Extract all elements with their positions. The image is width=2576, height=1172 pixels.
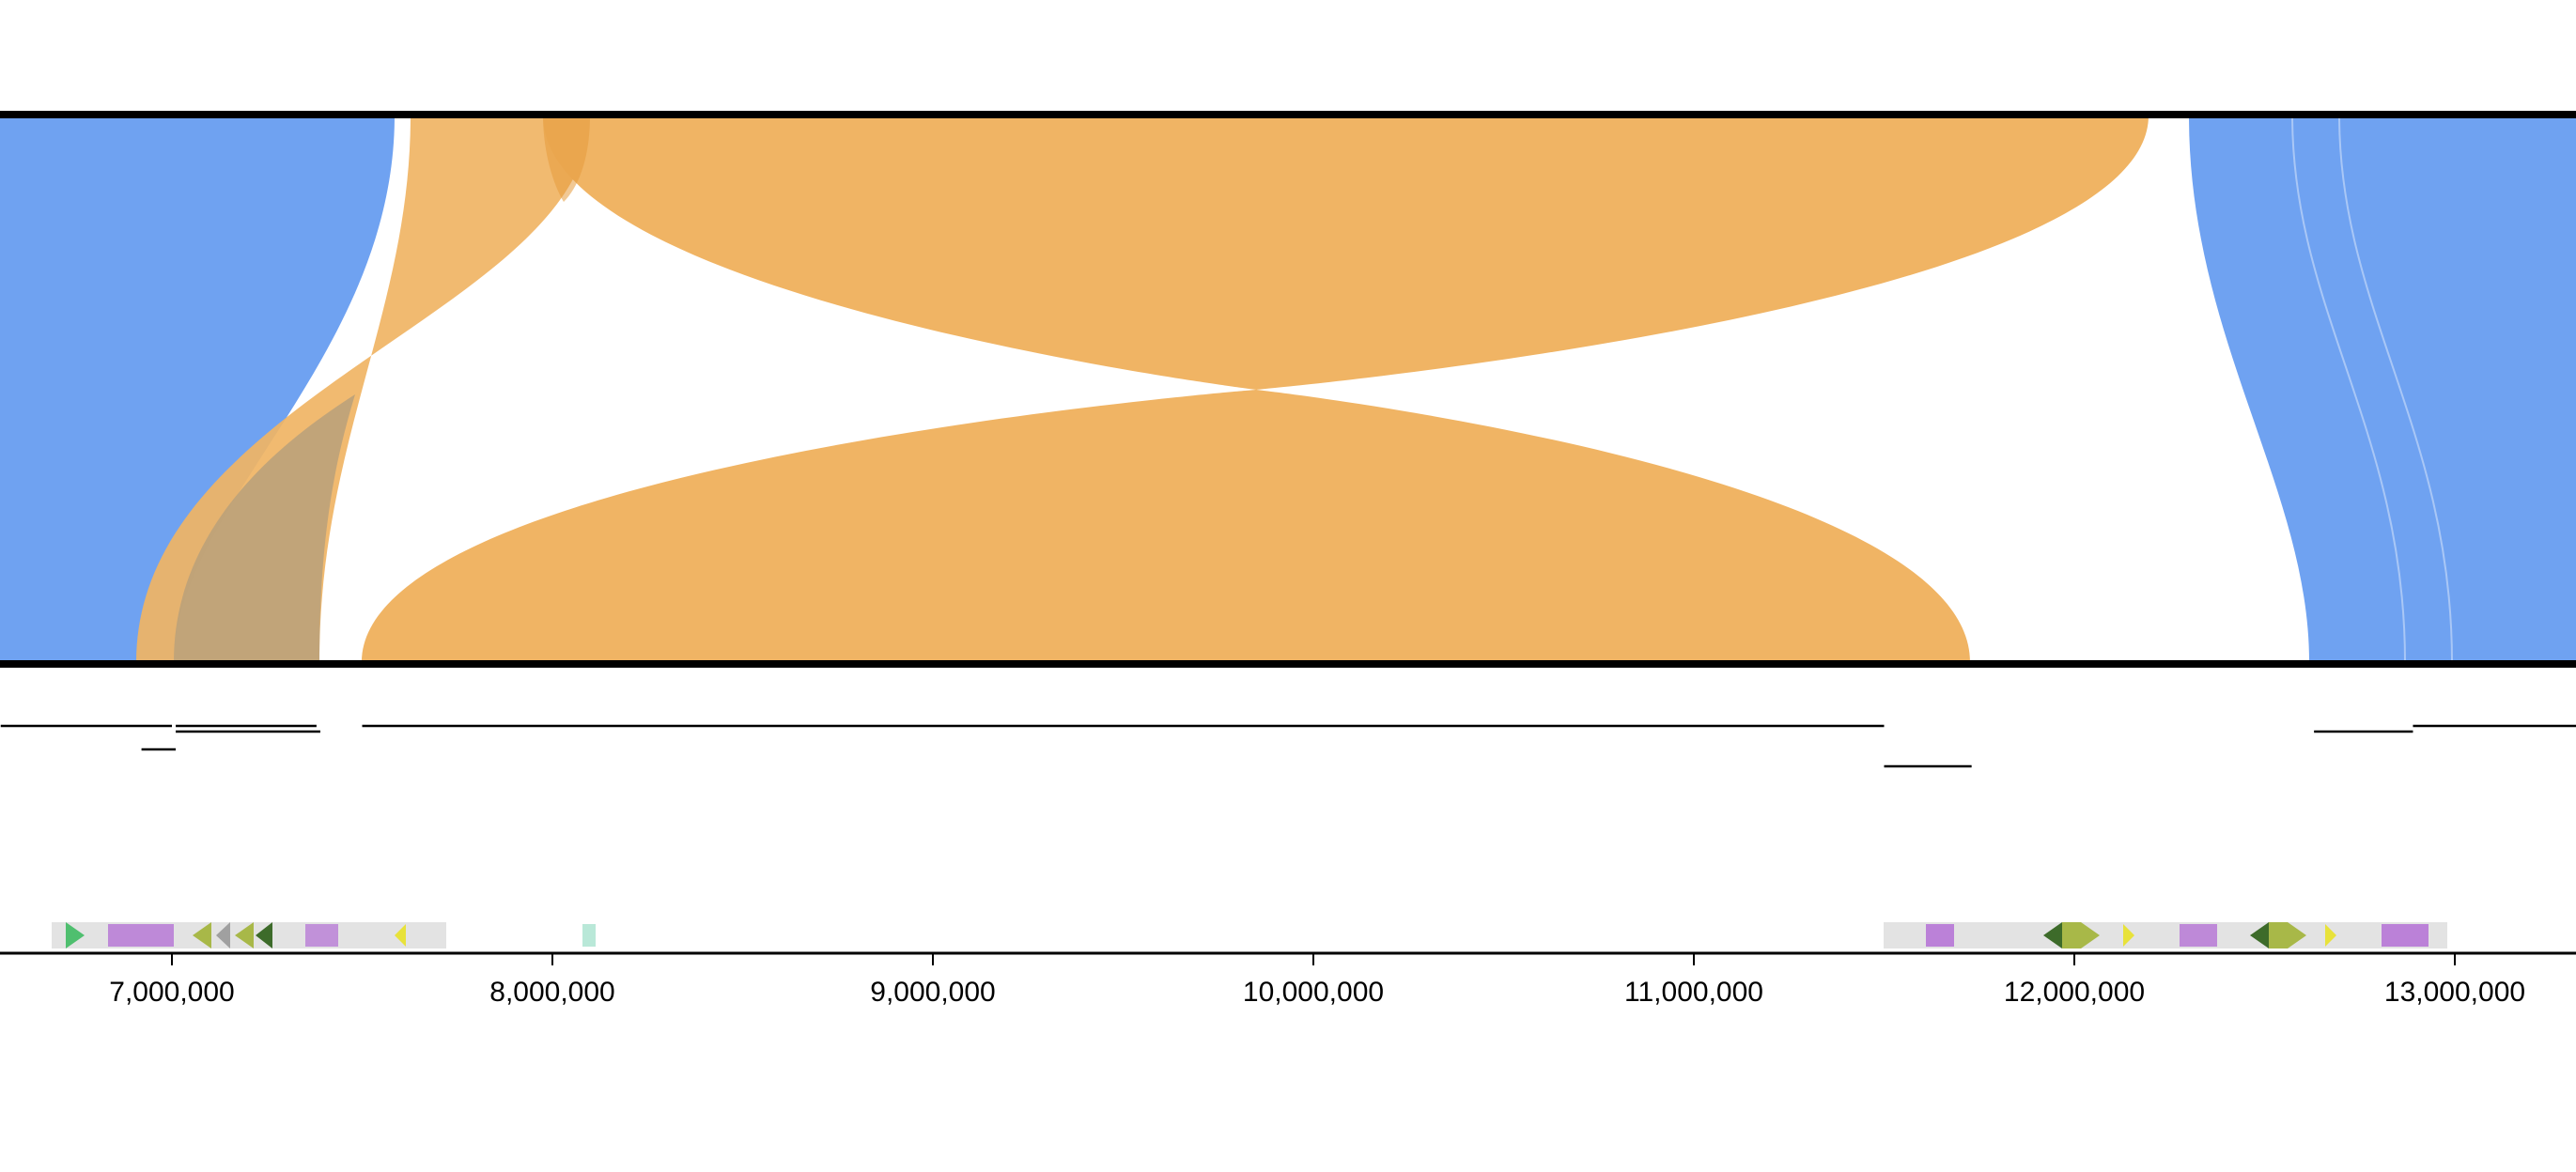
gene-track: [52, 922, 2447, 948]
gene-block-purple-5[interactable]: [2382, 924, 2429, 947]
gene-arrow-olive-4[interactable]: [2269, 922, 2306, 948]
gene-arrow-gray-1[interactable]: [216, 922, 230, 948]
gene-arrow-yellow-3[interactable]: [2325, 924, 2336, 947]
gene-block-purple-2[interactable]: [305, 924, 338, 947]
top-sequence-frame: [0, 111, 2576, 118]
axis-tick-label: 8,000,000: [489, 977, 614, 1008]
axis-tick-label: 10,000,000: [1243, 977, 1384, 1008]
gene-arrow-green[interactable]: [66, 922, 85, 948]
inverted-ribbons: [136, 116, 2149, 662]
axis-ticks: 7,000,000 8,000,000 9,000,000 10,000,000 11,…: [109, 953, 2525, 1008]
gene-arrow-yellow-2[interactable]: [2123, 924, 2134, 947]
axis-tick-label: 13,000,000: [2384, 977, 2525, 1008]
gene-cluster-right[interactable]: [1884, 922, 2447, 948]
bottom-sequence-frame: [0, 660, 2576, 668]
inverted-ribbon-main-highlight: [543, 116, 590, 202]
collinear-ribbon-left[interactable]: [0, 116, 395, 662]
collinear-ribbon-right-seam: [2291, 115, 2406, 663]
collinear-ribbon-right[interactable]: [2189, 116, 2576, 662]
gene-arrow-yellow-1[interactable]: [395, 924, 406, 947]
gene-block-purple-1[interactable]: [108, 924, 174, 947]
collinear-ribbons: [0, 115, 2576, 663]
gene-arrow-darkgreen-3[interactable]: [2250, 922, 2269, 948]
alignment-lines: [0, 724, 2576, 768]
gene-arrow-olive-1[interactable]: [193, 922, 211, 948]
gene-block-purple-3[interactable]: [1926, 924, 1954, 947]
gene-block-purple-4[interactable]: [2180, 924, 2217, 947]
axis-tick-label: 12,000,000: [2004, 977, 2145, 1008]
axis-tick-label: 9,000,000: [870, 977, 995, 1008]
gene-arrow-darkgreen-2[interactable]: [2043, 922, 2062, 948]
gene-arrow-darkgreen-1[interactable]: [256, 922, 272, 948]
gene-arrow-olive-2[interactable]: [235, 922, 254, 948]
gene-arrow-olive-3[interactable]: [2062, 922, 2100, 948]
overlap-region: [174, 394, 355, 662]
collinear-ribbon-right-seam-2: [2338, 115, 2453, 663]
axis-tick-label: 11,000,000: [1624, 977, 1763, 1008]
inverted-ribbon-main[interactable]: [362, 116, 2149, 662]
gene-block-teal[interactable]: [582, 924, 596, 947]
axis-tick-label: 7,000,000: [109, 977, 234, 1008]
